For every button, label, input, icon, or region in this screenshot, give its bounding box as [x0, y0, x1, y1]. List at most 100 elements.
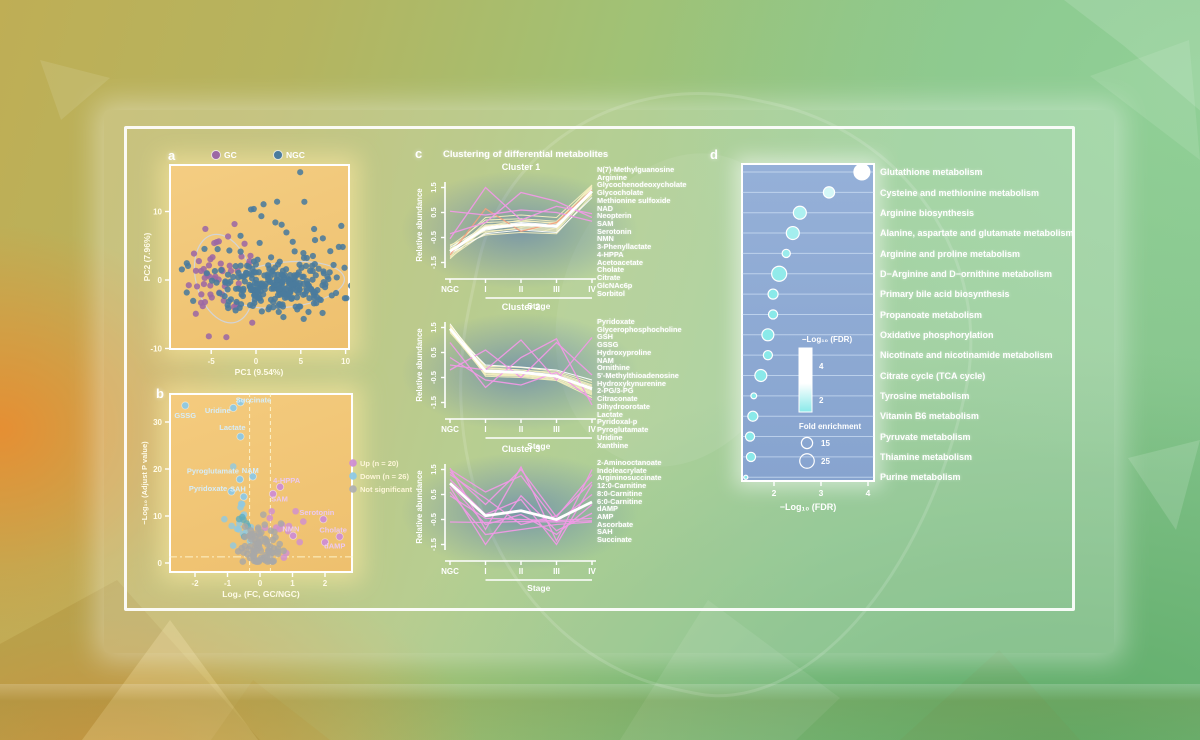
scatter-point [288, 281, 295, 288]
metabolite-trend-line [449, 465, 593, 543]
pathway-bubble [767, 309, 779, 320]
pathway-bubble [745, 451, 757, 463]
metabolite-item: Citraconate [597, 394, 638, 404]
pathway-bubble [767, 288, 779, 300]
scatter-point [260, 201, 267, 208]
pathway-bubble [743, 474, 749, 480]
cluster-title: Cluster 1 [502, 162, 541, 172]
volcano-chart: GSSG Uridine Succinate Lactate Pyroglutamate… [140, 393, 413, 599]
scatter-point [246, 258, 253, 265]
scatter-point [211, 267, 218, 275]
metabolite-item: Pyridoxal-p [597, 417, 638, 427]
scatter-point [250, 258, 258, 265]
metabolite-item: 12:0-Carnitine [597, 481, 647, 491]
scatter-point [235, 280, 242, 287]
scatter-point [237, 503, 244, 511]
scatter-point [277, 520, 285, 527]
metabolite-item: Methionine sulfoxide [597, 195, 671, 205]
legend-label: Up (n = 20) [360, 459, 399, 468]
x-axis-label: Stage [527, 441, 550, 451]
labeled-point [289, 531, 298, 540]
cluster-lines [448, 323, 593, 406]
scatter-point [296, 261, 303, 268]
x-tick-label: 2 [323, 579, 328, 588]
legend-swatch [349, 459, 357, 467]
scatter-point [319, 235, 326, 242]
x-tick-label: 1 [290, 579, 295, 588]
metabolite-trend-line [449, 186, 593, 240]
metabolite-item: 6:0-Carnitine [597, 496, 643, 506]
scatter-point [214, 246, 221, 253]
y-tick-label: 0.5 [429, 207, 438, 217]
scatter-point [289, 238, 296, 245]
scatter-point [275, 308, 282, 316]
y-axis-label: PC2 (7.96%) [142, 233, 152, 282]
metabolite-item: Arginine [597, 172, 627, 182]
scatter-point [333, 274, 340, 281]
pathway-label: Arginine biosynthesis [880, 207, 975, 218]
stage-tick-label: II [519, 425, 523, 434]
labeled-point [236, 398, 245, 407]
stage-tick-label: III [553, 567, 560, 576]
cluster-title: Cluster 2 [502, 302, 541, 312]
pathway-bubble [754, 368, 768, 383]
pca-plot-background [169, 164, 350, 350]
metabolite-item: N(7)-Methylguanosine [597, 165, 675, 174]
scatter-point [258, 213, 265, 220]
point-label: SAH [230, 485, 246, 494]
scatter-point [192, 267, 200, 274]
scatter-point [280, 290, 287, 298]
scatter-point [183, 260, 190, 267]
color-legend-title: −Log₁₀ (FDR) [802, 335, 853, 344]
metabolite-item: 8:0-Carnitine [597, 488, 643, 498]
metabolite-item: SAM [597, 219, 614, 229]
cluster2-line-chart: Cluster 2 1.5 0.5 -0.5 -1.5 Relative abundanc… [415, 302, 596, 451]
x-tick-label: -5 [208, 357, 216, 366]
scatter-point [267, 254, 275, 261]
scatter-point [190, 297, 197, 304]
point-label: NAM [242, 466, 259, 475]
scatter-point [202, 225, 209, 233]
metabolite-item: Ornithine [597, 363, 630, 373]
pca-points [178, 169, 350, 341]
size-legend-value: 15 [821, 439, 830, 448]
cluster2-metabolite-list: Pyridoxate Glycerophosphocholine GSH GSSG Hy… [597, 318, 682, 449]
scatter-point [237, 248, 244, 255]
labeled-point [227, 487, 236, 496]
x-axis-label: Stage [527, 583, 550, 593]
scatter-point [216, 290, 223, 297]
scatter-point [330, 261, 337, 269]
y-tick-label: -1.5 [429, 538, 438, 551]
scatter-point [247, 526, 255, 534]
pathway-label: D−Arginine and D−ornithine metabolism [880, 268, 1053, 279]
scatter-point [239, 292, 247, 300]
y-tick-label: -0.5 [429, 371, 438, 384]
y-tick-label: -1.5 [429, 396, 438, 409]
scatter-point [282, 285, 289, 292]
metabolite-item: Succinate [597, 535, 632, 545]
metabolite-item: Pyridoxate [597, 317, 635, 326]
y-tick-label: -0.5 [429, 231, 438, 244]
scatter-point [309, 276, 316, 283]
labeled-point [276, 482, 285, 491]
cluster1-metabolite-list: N(7)-Methylguanosine Arginine Glycochenode… [597, 166, 687, 297]
pathway-label: Thiamine metabolism [880, 451, 973, 462]
x-tick-label: 2 [772, 488, 777, 498]
y-axis-label: Relative abundance [415, 328, 424, 402]
pathway-bubble [822, 186, 836, 199]
scatter-point [273, 198, 281, 205]
scatter-point [276, 258, 283, 265]
scatter-point [252, 558, 260, 565]
y-tick-label: 0.5 [429, 489, 438, 499]
metabolite-item: Hydroxykynurenine [597, 378, 667, 388]
x-axis-label: −Log₁₀ (FDR) [780, 502, 837, 512]
metabolite-trend-line [449, 337, 593, 381]
metabolite-item: GSSG [597, 340, 619, 350]
labeled-point [229, 403, 238, 412]
size-legend-title: Fold enrichment [799, 422, 862, 431]
scatter-point [221, 293, 228, 300]
scatter-point [250, 205, 257, 213]
colorbar-tick: 4 [819, 362, 824, 371]
scatter-point [235, 515, 243, 523]
scatter-point [208, 277, 216, 284]
